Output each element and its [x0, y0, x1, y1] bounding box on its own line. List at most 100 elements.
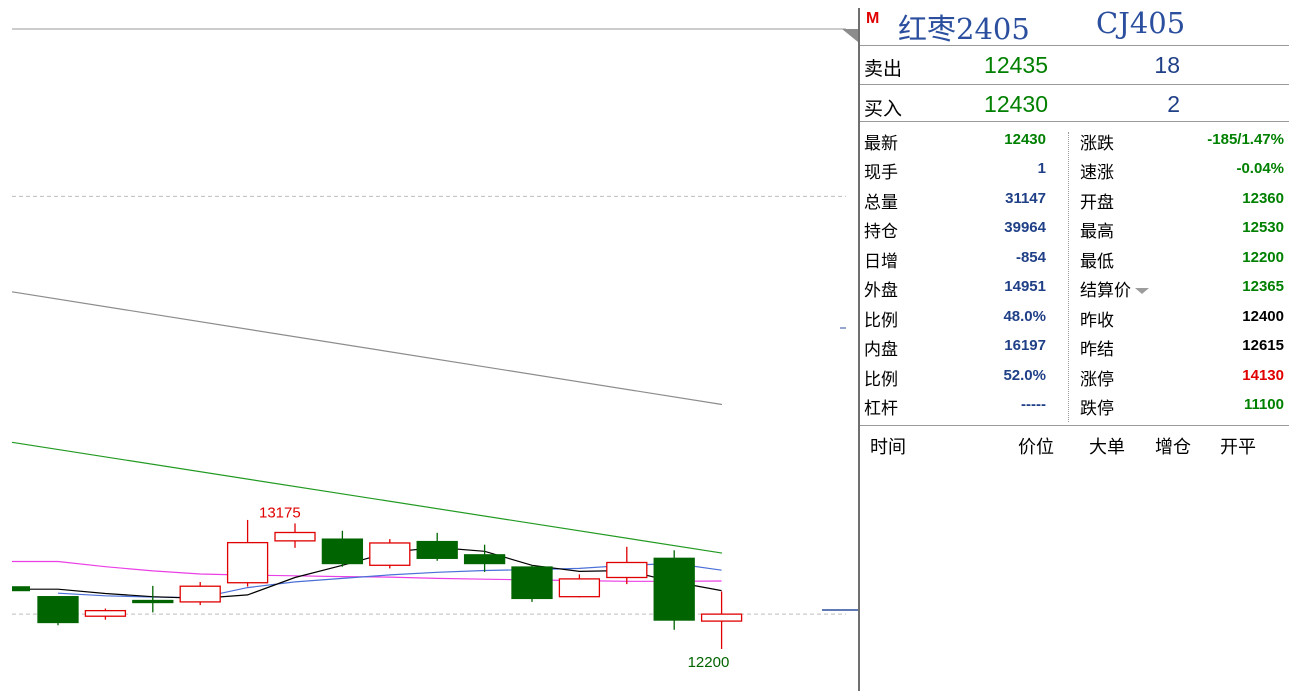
stat-label: 最低: [1080, 252, 1114, 272]
stat-value: 31147: [1005, 190, 1046, 207]
low-price-label: 12200: [688, 654, 730, 671]
candle-body: [132, 599, 174, 604]
stat-label: 总量: [864, 193, 898, 213]
stat-value: 12615: [1242, 337, 1284, 354]
kline-chart-pane[interactable]: 13175 12200: [0, 0, 858, 691]
stat-row-speed: 速涨 -0.04%: [860, 155, 1289, 185]
candlestick-chart[interactable]: 13175 12200: [0, 0, 858, 691]
stat-label: 开盘: [1080, 193, 1114, 213]
stat-row-outer-volume: 外盘 14951: [860, 273, 1289, 303]
sell-price: 12435: [984, 52, 1048, 78]
stat-value: -854: [1015, 249, 1046, 266]
buy-label: 买入: [864, 98, 903, 120]
candle-body: [369, 542, 411, 566]
stat-label: 涨跌: [1080, 134, 1114, 154]
sell-volume: 18: [1154, 52, 1180, 78]
stat-row-low: 最低 12200: [860, 244, 1289, 274]
stat-row-total-volume: 总量 31147: [860, 185, 1289, 215]
stat-label: 最新: [864, 134, 898, 154]
divider-line: [860, 45, 1289, 46]
stat-label[interactable]: 结算价: [1080, 276, 1149, 301]
tick-header-open-close: 开平: [1220, 437, 1256, 458]
contract-name: 红枣2405: [898, 12, 1030, 46]
stat-value: 39964: [1004, 219, 1046, 236]
high-price-label: 13175: [259, 504, 301, 521]
stat-row-inner-volume: 内盘 16197: [860, 332, 1289, 362]
candle-body: [606, 561, 648, 579]
stat-value: 16197: [1004, 337, 1046, 354]
ma-green-line: [11, 441, 723, 554]
stat-value: 12360: [1242, 190, 1284, 207]
stat-label: 比例: [864, 311, 898, 331]
divider-line: [860, 425, 1289, 426]
stat-value: 12365: [1242, 278, 1284, 295]
candle-body: [321, 538, 364, 565]
sell-label: 卖出: [864, 58, 903, 80]
stat-label: 日增: [864, 252, 898, 272]
stat-label: 昨结: [1080, 340, 1114, 360]
candle-body: [179, 585, 221, 603]
tick-header-big-order: 大单: [1089, 437, 1125, 458]
divider-line: [860, 121, 1289, 122]
candle-body: [84, 609, 127, 617]
stat-value: -0.04%: [1236, 160, 1284, 177]
sell-row[interactable]: 卖出 12435 18: [860, 46, 1289, 84]
stat-value: -----: [1021, 396, 1046, 413]
tick-header-time: 时间: [870, 437, 906, 458]
quote-panel: M 红枣2405 CJ405 卖出 12435 18 买入 12430 2 最新…: [860, 6, 1289, 691]
stat-row-change: 涨跌 -185/1.47%: [860, 126, 1289, 156]
candle-body: [558, 578, 601, 598]
stat-row-open-interest: 持仓 39964: [860, 214, 1289, 244]
stat-label: 比例: [864, 370, 898, 390]
stat-row-inner-ratio: 比例 52.0%: [860, 362, 1289, 392]
stat-label: 昨收: [1080, 311, 1114, 331]
column-separator: [1068, 132, 1069, 422]
stat-value: 12530: [1242, 219, 1284, 236]
settlement-label-text: 结算价: [1080, 281, 1131, 301]
stat-value: 1: [1037, 160, 1046, 177]
ma-long-gray-line: [11, 291, 723, 406]
stat-row-leverage: 杠杆 -----: [860, 391, 1289, 421]
panel-divider[interactable]: [858, 8, 860, 691]
stat-label: 持仓: [864, 222, 898, 242]
stat-row-limit-up: 涨停 14130: [860, 362, 1289, 392]
stat-value: 12200: [1242, 249, 1284, 266]
stat-label: 速涨: [1080, 163, 1114, 183]
stat-row-settlement[interactable]: 结算价 12365: [860, 273, 1289, 303]
stat-row-prev-close: 昨收 12400: [860, 303, 1289, 333]
stat-value: 12400: [1242, 308, 1284, 325]
candle-body: [700, 613, 743, 622]
candle-body: [226, 541, 269, 584]
stat-label: 内盘: [864, 340, 898, 360]
buy-row[interactable]: 买入 12430 2: [860, 86, 1289, 122]
stat-value: 48.0%: [1003, 308, 1046, 325]
stat-label: 跌停: [1080, 399, 1114, 419]
stat-label: 涨停: [1080, 370, 1114, 390]
candle-partial: [12, 586, 30, 592]
stat-row-outer-ratio: 比例 48.0%: [860, 303, 1289, 333]
stat-row-last-volume: 现手 1: [860, 155, 1289, 185]
stat-row-prev-settle: 昨结 12615: [860, 332, 1289, 362]
stat-label: 最高: [1080, 222, 1114, 242]
tick-header-oi-change: 增仓: [1155, 437, 1191, 458]
contract-code: CJ405: [1096, 6, 1186, 40]
stat-value: 52.0%: [1003, 367, 1046, 384]
candle-body: [416, 540, 458, 559]
stat-row-high: 最高 12530: [860, 214, 1289, 244]
stat-row-latest: 最新 12430: [860, 126, 1289, 156]
caret-down-icon[interactable]: [1135, 288, 1149, 294]
buy-volume: 2: [1167, 91, 1180, 117]
tick-header-price: 价位: [1018, 437, 1054, 458]
stat-label: 外盘: [864, 281, 898, 301]
candle-body: [511, 566, 553, 600]
stat-value: 11100: [1243, 396, 1284, 413]
stat-row-daily-change-oi: 日增 -854: [860, 244, 1289, 274]
stat-row-open: 开盘 12360: [860, 185, 1289, 215]
candle-body: [37, 596, 79, 624]
stat-label: 杠杆: [864, 399, 898, 419]
stat-value: -185/1.47%: [1207, 131, 1284, 148]
divider-line: [860, 84, 1289, 85]
buy-price: 12430: [984, 91, 1048, 117]
candle-body: [274, 531, 316, 542]
stat-label: 现手: [864, 163, 898, 183]
